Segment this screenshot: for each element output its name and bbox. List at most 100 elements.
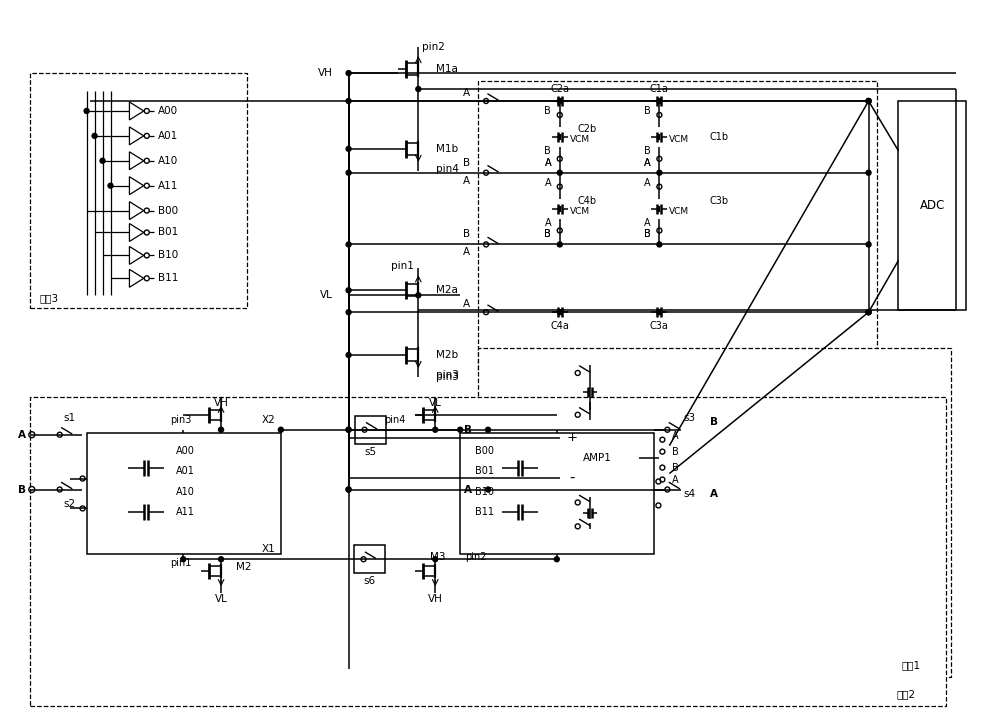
Text: B01: B01 [475,466,494,476]
Circle shape [657,242,662,247]
Bar [30,73,247,308]
Text: A00: A00 [176,446,195,456]
Text: A: A [644,158,651,168]
Text: pin2: pin2 [465,552,487,562]
Text: A: A [644,177,651,187]
Circle shape [181,557,186,562]
Text: M1a: M1a [436,64,458,74]
Text: A: A [644,158,651,168]
Circle shape [346,428,351,432]
Bar [478,81,877,370]
Circle shape [346,242,351,247]
Bar [87,433,281,554]
Circle shape [100,159,105,163]
Bar [478,348,951,677]
Text: B: B [464,425,472,435]
Text: pin1: pin1 [391,262,414,271]
Text: A11: A11 [158,181,178,190]
Text: B10: B10 [158,250,178,260]
Text: A: A [463,176,470,186]
Text: A01: A01 [176,466,195,476]
Text: C2b: C2b [578,124,597,134]
Text: C4b: C4b [578,195,597,205]
Circle shape [557,99,562,104]
Text: -: - [569,470,574,485]
Text: A: A [464,485,472,495]
Text: A10: A10 [176,487,195,497]
Circle shape [486,487,491,492]
Text: B: B [544,146,551,156]
Text: A11: A11 [176,508,195,518]
Circle shape [346,170,351,175]
Circle shape [557,242,562,247]
Text: B: B [644,106,651,116]
Text: 区域3: 区域3 [40,293,59,304]
Circle shape [486,428,491,432]
Circle shape [278,428,283,432]
Text: s1: s1 [64,413,76,423]
Bar [460,433,654,554]
Text: VH: VH [214,398,229,408]
Circle shape [433,557,438,562]
Text: pin4: pin4 [436,164,459,174]
Text: VL: VL [429,398,442,408]
Text: pin1: pin1 [170,558,191,568]
Text: 区域2: 区域2 [896,689,916,699]
Text: B00: B00 [475,446,494,456]
Text: s4: s4 [683,490,695,500]
Circle shape [346,288,351,293]
Bar [355,416,386,443]
Text: VCM: VCM [669,207,689,216]
Text: B00: B00 [158,205,178,216]
Text: A: A [545,158,551,168]
Text: A: A [545,158,551,168]
Text: B: B [672,463,679,472]
Text: M3: M3 [430,552,446,562]
Circle shape [346,353,351,358]
Text: B: B [544,106,551,116]
Text: s2: s2 [64,500,76,510]
Circle shape [866,170,871,175]
Text: X1: X1 [262,544,276,554]
Text: B: B [672,446,679,456]
Circle shape [866,310,871,314]
Text: A01: A01 [158,131,178,141]
Text: A00: A00 [158,106,178,116]
Text: B11: B11 [475,508,494,518]
Text: C3a: C3a [650,321,669,331]
Text: pin3: pin3 [170,415,191,425]
Text: A: A [545,218,551,228]
Text: pin2: pin2 [422,43,445,52]
Text: VCM: VCM [669,136,689,144]
Circle shape [346,310,351,314]
Circle shape [866,242,871,247]
Circle shape [346,71,351,76]
Text: VL: VL [320,291,333,300]
Text: +: + [566,431,577,444]
Text: s5: s5 [364,446,377,456]
Circle shape [219,557,224,562]
Circle shape [416,87,421,92]
Text: A: A [463,88,470,98]
Circle shape [866,310,871,314]
Text: s3: s3 [683,413,695,423]
Text: ADC: ADC [920,199,945,212]
Circle shape [346,487,351,492]
Circle shape [219,428,224,432]
Text: M2: M2 [236,562,252,572]
Text: C3b: C3b [709,195,728,205]
Text: A: A [463,247,470,257]
Circle shape [108,183,113,188]
Text: pin3: pin3 [436,372,459,382]
Text: pin3: pin3 [436,370,459,380]
Text: A: A [644,218,651,228]
Circle shape [866,99,871,104]
Circle shape [346,99,351,104]
Circle shape [866,99,871,104]
Text: A: A [672,430,679,441]
Text: 区域1: 区域1 [901,660,921,670]
Circle shape [866,310,871,314]
Circle shape [416,293,421,298]
Circle shape [346,487,351,492]
Text: VCM: VCM [570,136,590,144]
